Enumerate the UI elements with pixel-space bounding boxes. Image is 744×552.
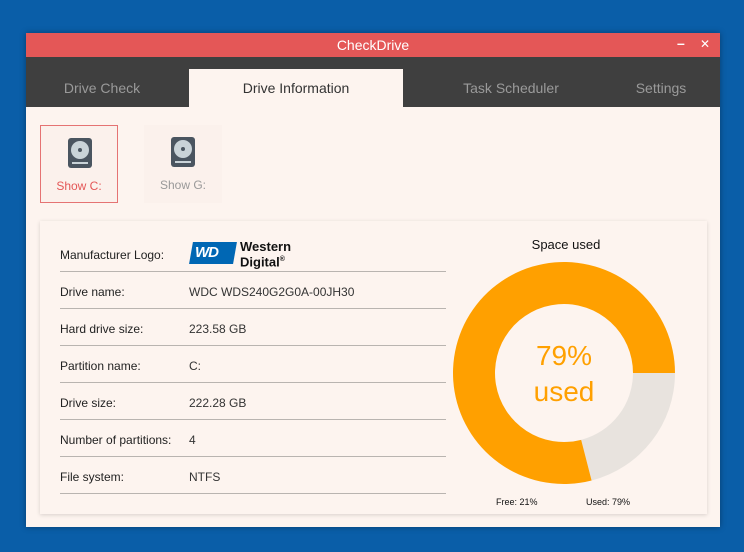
- used-arc: [453, 262, 675, 484]
- space-used-title: Space used: [531, 237, 601, 252]
- tab-drive-information[interactable]: Drive Information: [189, 69, 403, 107]
- show-c-label: Show C:: [56, 179, 102, 193]
- tab-bar: Drive Check Drive Information Task Sched…: [26, 57, 720, 107]
- info-row-drive-size: Drive size: 222.28 GB: [60, 383, 446, 420]
- drive-info-card: Manufacturer Logo: WD Western Digital® Dr…: [40, 221, 707, 514]
- info-row-partition-name: Partition name: C:: [60, 346, 446, 383]
- show-g-label: Show G:: [159, 178, 207, 192]
- tab-drive-check[interactable]: Drive Check: [63, 80, 141, 96]
- window-title: CheckDrive: [336, 37, 410, 53]
- close-button[interactable]: ✕: [700, 37, 711, 51]
- space-used-donut: 79% used: [453, 262, 675, 484]
- show-c-button[interactable]: Show C:: [40, 125, 118, 203]
- info-row-partitions: Number of partitions: 4: [60, 420, 446, 457]
- western-digital-logo: WD Western Digital®: [189, 239, 301, 269]
- hard-drive-icon: [171, 137, 195, 167]
- info-row-drive-name: Drive name: WDC WDS240G2G0A-00JH30: [60, 272, 446, 309]
- info-row-file-system: File system: NTFS: [60, 457, 446, 494]
- percent-text: 79%: [536, 340, 592, 371]
- app-window: CheckDrive – ✕ Drive Check Drive Informa…: [26, 33, 720, 527]
- free-legend: Free: 21%: [496, 497, 538, 507]
- used-legend: Used: 79%: [586, 497, 631, 507]
- hard-drive-icon: [68, 138, 92, 168]
- show-g-button[interactable]: Show G:: [144, 125, 222, 203]
- used-text: used: [534, 376, 595, 407]
- tab-task-scheduler[interactable]: Task Scheduler: [463, 80, 559, 96]
- info-row-manufacturer: Manufacturer Logo: WD Western Digital®: [60, 235, 446, 272]
- manufacturer-label: Manufacturer Logo:: [60, 248, 165, 262]
- tab-settings[interactable]: Settings: [635, 80, 687, 96]
- free-arc: [581, 373, 675, 481]
- minimize-button[interactable]: –: [677, 35, 685, 51]
- info-row-hard-drive-size: Hard drive size: 223.58 GB: [60, 309, 446, 346]
- title-bar[interactable]: CheckDrive – ✕: [26, 33, 720, 57]
